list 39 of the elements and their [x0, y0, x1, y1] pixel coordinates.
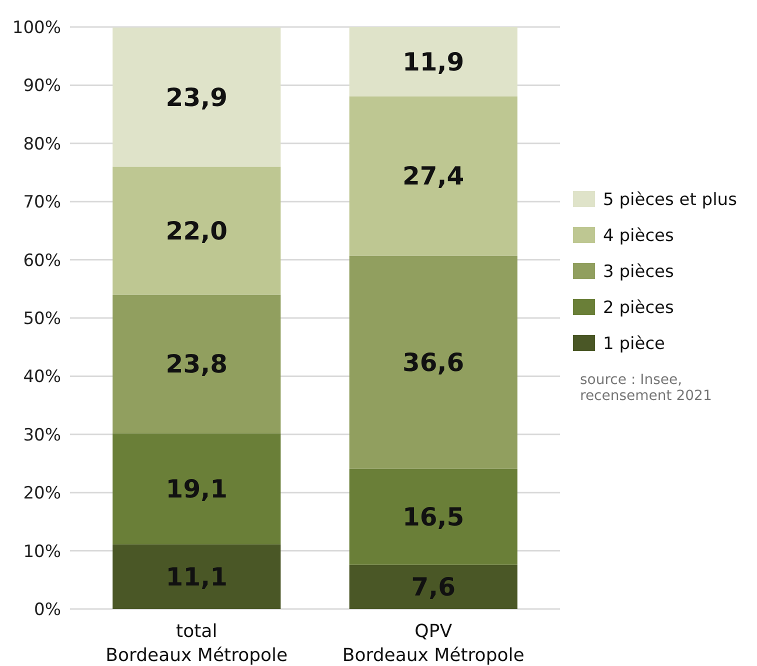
- data-label: 16,5: [402, 502, 464, 532]
- data-label: 27,4: [402, 162, 464, 191]
- y-tick-label: 30%: [23, 425, 61, 446]
- data-label: 11,1: [166, 562, 228, 592]
- bar: [112, 433, 281, 544]
- bar: [349, 96, 518, 256]
- bar: [112, 166, 281, 295]
- bar: [349, 468, 518, 565]
- bar: [112, 28, 281, 167]
- y-tick-label: 20%: [23, 484, 61, 504]
- bar: [112, 294, 281, 434]
- legend-label: 5 pièces et plus: [603, 190, 738, 210]
- y-tick-label: 60%: [23, 250, 61, 271]
- data-label: 23,8: [166, 350, 228, 379]
- y-tick-label: 0%: [34, 600, 61, 620]
- data-label: 7,6: [411, 572, 456, 602]
- y-tick-label: 100%: [12, 18, 61, 38]
- data-label: 22,0: [166, 216, 228, 246]
- data-label: 36,6: [402, 348, 464, 377]
- data-label: 23,9: [166, 82, 228, 112]
- data-label: 19,1: [166, 474, 228, 504]
- y-tick-label: 70%: [23, 192, 61, 213]
- legend-label: 3 pièces: [603, 262, 674, 282]
- legend-label: 2 pièces: [603, 298, 674, 318]
- x-tick-label: QPV Bordeaux Métropole: [342, 621, 524, 666]
- bar: [349, 564, 518, 609]
- bar: [349, 27, 518, 96]
- source-note: source : Insee, recensement 2021: [580, 372, 712, 404]
- y-tick-label: 10%: [23, 542, 61, 562]
- bar: [349, 256, 518, 469]
- x-tick-label: total Bordeaux Métropole: [106, 621, 288, 666]
- y-tick-label: 90%: [23, 76, 61, 96]
- legend-label: 4 pièces: [603, 226, 674, 246]
- y-tick-label: 50%: [23, 308, 61, 329]
- y-tick-label: 80%: [23, 134, 61, 154]
- y-tick-label: 40%: [23, 367, 61, 388]
- bar: [112, 544, 281, 609]
- data-label: 11,9: [402, 47, 464, 76]
- legend-label: 1 pièce: [603, 334, 665, 354]
